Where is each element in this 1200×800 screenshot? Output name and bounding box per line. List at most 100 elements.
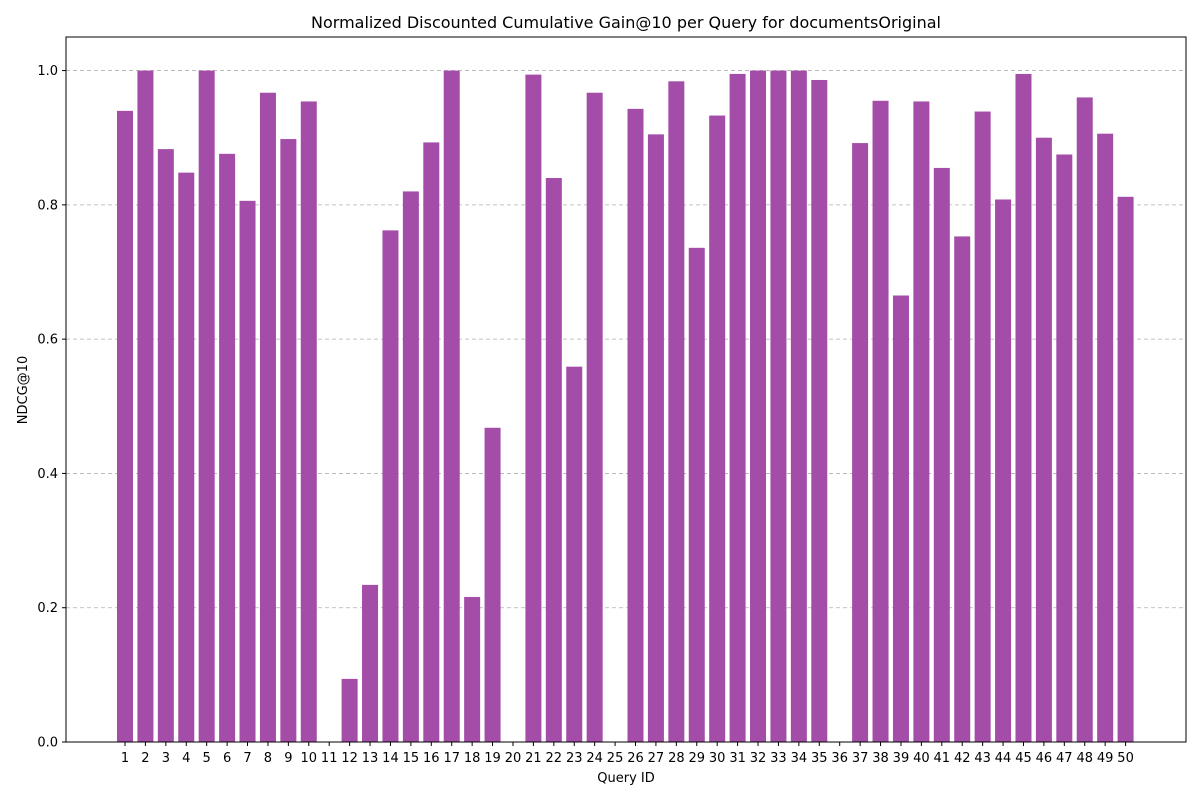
x-tick-label: 10 [301,751,318,766]
x-tick-label: 36 [831,751,848,766]
x-tick-label: 23 [566,751,583,766]
x-tick-label: 48 [1076,751,1093,766]
x-tick-label: 27 [648,751,665,766]
bar-query-3 [157,149,174,743]
bar-query-35 [811,79,828,742]
bar-query-12 [341,678,358,742]
bar-query-18 [464,596,481,742]
x-tick-label: 25 [607,751,624,766]
bar-query-43 [974,111,991,743]
x-axis-ticks: 1 2 3 4 5 6 7 8 9 10 11 12 13 14 15 16 17 18 19 20 21 22 23 24 2… [121,742,1134,766]
x-tick-label: 43 [974,751,991,766]
bar-query-16 [423,142,440,742]
bar-query-1 [117,110,133,743]
bar-query-47 [1056,154,1073,742]
bar-query-8 [259,92,276,742]
x-tick-label: 15 [403,751,420,766]
bar-query-2 [137,70,154,743]
bar-query-33 [770,70,787,743]
bar-query-39 [892,295,909,742]
bar-query-28 [668,81,685,743]
bar-query-30 [709,115,726,743]
x-tick-label: 9 [284,751,292,766]
x-tick-label: 22 [546,751,563,766]
bar-query-9 [280,139,297,743]
x-tick-label: 31 [729,751,746,766]
x-tick-label: 20 [505,751,522,766]
x-tick-label: 37 [852,751,869,766]
y-axis-label: NDCG@10 [16,356,31,424]
x-tick-label: 21 [525,751,542,766]
x-tick-label: 35 [811,751,828,766]
x-tick-label: 17 [443,751,460,766]
x-tick-label: 30 [709,751,726,766]
bar-query-27 [647,134,664,742]
x-tick-label: 4 [182,751,190,766]
bar-query-14 [382,230,399,742]
chart-title: Normalized Discounted Cumulative Gain@10… [311,13,941,32]
x-tick-label: 24 [586,751,603,766]
bar-query-22 [545,178,562,742]
x-tick-label: 11 [321,751,338,766]
bar-query-26 [627,108,644,743]
bars [117,70,1134,743]
x-tick-label: 2 [141,751,149,766]
x-tick-label: 45 [1015,751,1032,766]
bar-query-38 [872,100,889,743]
bar-query-5 [198,70,215,743]
y-tick-label: 0.8 [37,198,58,213]
bar-query-24 [586,92,603,742]
bar-query-32 [750,70,767,743]
bar-query-50 [1117,196,1134,743]
bar-query-37 [852,143,869,743]
y-tick-label: 0.6 [37,333,58,348]
x-tick-label: 19 [484,751,501,766]
x-tick-label: 40 [913,751,930,766]
bar-query-15 [402,191,419,742]
x-tick-label: 18 [464,751,481,766]
x-tick-label: 26 [627,751,644,766]
bar-query-29 [688,247,705,743]
x-tick-label: 13 [362,751,379,766]
bar-query-41 [933,167,950,742]
x-tick-label: 16 [423,751,440,766]
x-tick-label: 14 [382,751,399,766]
x-tick-label: 8 [264,751,272,766]
y-tick-label: 0.4 [37,467,58,482]
bar-query-42 [954,236,971,742]
bar-query-13 [362,584,379,742]
bar-query-17 [443,70,460,743]
x-tick-label: 12 [341,751,358,766]
bar-query-31 [729,73,746,742]
x-tick-label: 49 [1097,751,1114,766]
x-tick-label: 6 [223,751,231,766]
x-tick-label: 38 [872,751,889,766]
bar-query-4 [178,172,195,743]
x-tick-label: 47 [1056,751,1073,766]
x-tick-label: 33 [770,751,787,766]
bar-query-45 [1015,73,1032,742]
bar-query-6 [219,153,236,743]
x-tick-label: 3 [162,751,170,766]
bar-query-46 [1035,137,1052,742]
x-tick-label: 41 [934,751,951,766]
x-tick-label: 5 [203,751,211,766]
x-tick-label: 1 [121,751,129,766]
x-tick-label: 34 [791,751,808,766]
bar-query-7 [239,200,256,743]
bar-query-19 [484,427,501,742]
x-tick-label: 44 [995,751,1012,766]
bar-query-48 [1076,97,1093,742]
plot-frame [65,36,1187,743]
x-tick-label: 29 [688,751,705,766]
bar-query-10 [300,101,317,742]
x-tick-label: 28 [668,751,685,766]
bar-query-44 [995,199,1012,742]
bar-query-40 [913,101,930,742]
y-tick-label: 0.2 [37,601,58,616]
x-axis-label: Query ID [597,771,654,786]
x-tick-label: 7 [243,751,251,766]
x-tick-label: 39 [893,751,910,766]
bar-query-21 [525,74,542,743]
x-tick-label: 32 [750,751,767,766]
